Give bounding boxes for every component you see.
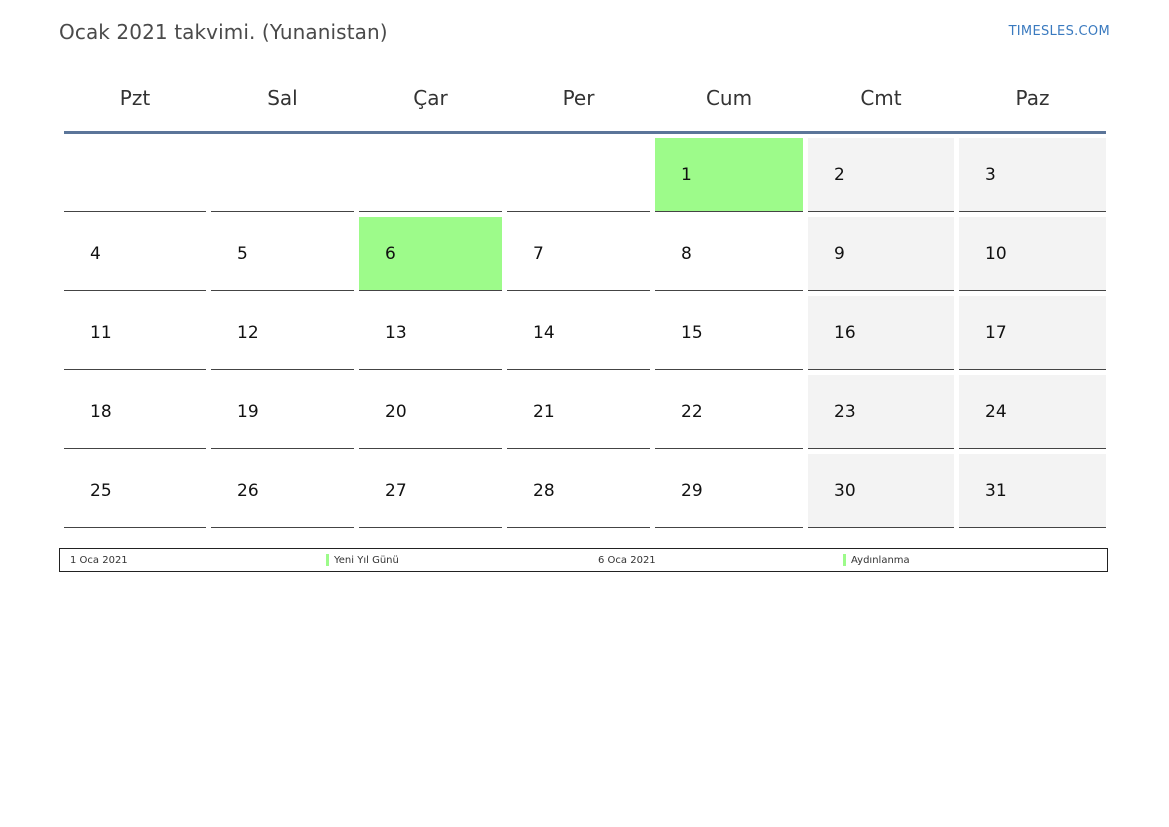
day-cell <box>507 138 650 212</box>
page-title: Ocak 2021 takvimi. (Yunanistan) <box>59 20 388 44</box>
day-cell-weekend[interactable]: 17 <box>959 296 1106 370</box>
holiday-color-swatch <box>843 554 846 566</box>
day-cell[interactable]: 28 <box>507 454 650 528</box>
day-cell[interactable]: 5 <box>211 217 354 291</box>
day-cell[interactable]: 29 <box>655 454 803 528</box>
legend-date-text: 1 Oca 2021 <box>70 554 128 566</box>
day-cell[interactable]: 15 <box>655 296 803 370</box>
day-cell-weekend[interactable]: 31 <box>959 454 1106 528</box>
day-cell[interactable]: 14 <box>507 296 650 370</box>
legend-holiday-name: Yeni Yıl Günü <box>334 554 399 566</box>
day-cell-weekend[interactable]: 24 <box>959 375 1106 449</box>
weekday-label-thu: Per <box>562 85 595 110</box>
weekday-label-wed: Çar <box>413 85 448 110</box>
day-cell-holiday[interactable]: 6 <box>359 217 502 291</box>
day-cell-holiday[interactable]: 1 <box>655 138 803 212</box>
day-cell-weekend[interactable]: 10 <box>959 217 1106 291</box>
legend-date-text: 6 Oca 2021 <box>598 554 656 566</box>
weekday-header-row: Pzt Sal Çar Per Cum Cmt Paz <box>64 62 1106 134</box>
day-cell[interactable]: 26 <box>211 454 354 528</box>
day-cell-weekend[interactable]: 16 <box>808 296 954 370</box>
day-cell[interactable]: 21 <box>507 375 650 449</box>
weekday-label-sat: Cmt <box>860 85 902 110</box>
legend-holiday: Aydınlanma <box>843 549 910 571</box>
holiday-color-swatch <box>326 554 329 566</box>
day-cell[interactable]: 19 <box>211 375 354 449</box>
brand-link[interactable]: TIMESLES.COM <box>1008 24 1110 39</box>
weekday-label-sun: Paz <box>1015 85 1050 110</box>
holiday-legend: 1 Oca 2021 Yeni Yıl Günü 6 Oca 2021 Aydı… <box>59 548 1108 572</box>
day-grid: 1 2 3 4 5 6 7 8 9 10 11 12 13 14 15 16 1… <box>64 138 1106 533</box>
legend-date: 6 Oca 2021 <box>598 549 656 571</box>
day-cell-weekend[interactable]: 2 <box>808 138 954 212</box>
legend-holiday-name: Aydınlanma <box>851 554 910 566</box>
calendar: Pzt Sal Çar Per Cum Cmt Paz 1 2 3 4 5 6 … <box>64 62 1106 533</box>
day-cell <box>64 138 206 212</box>
day-cell[interactable]: 27 <box>359 454 502 528</box>
day-cell[interactable]: 22 <box>655 375 803 449</box>
day-cell-weekend[interactable]: 9 <box>808 217 954 291</box>
legend-date: 1 Oca 2021 <box>70 549 128 571</box>
day-cell-weekend[interactable]: 3 <box>959 138 1106 212</box>
day-cell[interactable]: 13 <box>359 296 502 370</box>
day-cell <box>211 138 354 212</box>
day-cell-weekend[interactable]: 23 <box>808 375 954 449</box>
weekday-label-fri: Cum <box>705 85 753 110</box>
weekday-label-mon: Pzt <box>119 85 151 110</box>
day-cell[interactable]: 8 <box>655 217 803 291</box>
day-cell[interactable]: 4 <box>64 217 206 291</box>
legend-holiday: Yeni Yıl Günü <box>326 549 399 571</box>
day-cell[interactable]: 11 <box>64 296 206 370</box>
day-cell <box>359 138 502 212</box>
weekday-label-tue: Sal <box>267 85 298 110</box>
day-cell[interactable]: 25 <box>64 454 206 528</box>
day-cell-weekend[interactable]: 30 <box>808 454 954 528</box>
day-cell[interactable]: 20 <box>359 375 502 449</box>
day-cell[interactable]: 7 <box>507 217 650 291</box>
day-cell[interactable]: 18 <box>64 375 206 449</box>
day-cell[interactable]: 12 <box>211 296 354 370</box>
